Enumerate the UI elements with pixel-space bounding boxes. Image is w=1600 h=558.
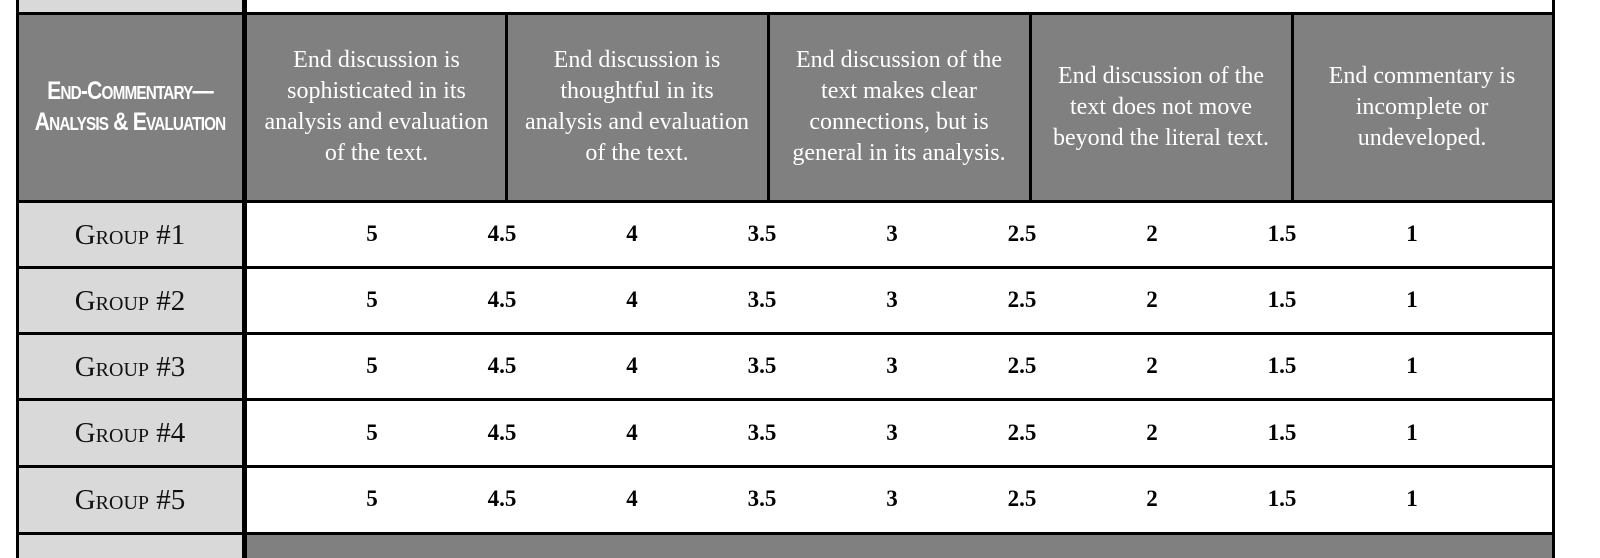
row-border: [18, 398, 1554, 401]
group-label: Group #1: [18, 202, 242, 268]
column-divider: [1291, 14, 1294, 200]
score: 1: [1406, 221, 1418, 246]
header-label: End-Commentary—Analysis & Evaluation: [34, 77, 227, 136]
header-cell: [247, 14, 506, 200]
label-separator: [242, 0, 247, 558]
descriptor: End commentary is incomplete or undevelo…: [1328, 62, 1516, 151]
score: 3: [886, 486, 898, 511]
descriptor: End discussion of the text does not move…: [1053, 62, 1269, 151]
score: 4.5: [487, 486, 517, 511]
row-border: [18, 266, 1554, 269]
score: 1.5: [1267, 419, 1297, 445]
score: 2.5: [1007, 221, 1037, 246]
score: 3: [886, 353, 898, 378]
score: 5: [366, 353, 378, 378]
score: 5: [366, 419, 378, 445]
score: 2.5: [1007, 419, 1037, 445]
right-border: [1552, 0, 1555, 558]
score: 2: [1146, 221, 1158, 246]
score: 4.5: [487, 287, 517, 312]
header-label-bg: [18, 14, 242, 200]
row-border: [18, 532, 1554, 535]
row-border: [18, 332, 1554, 335]
group-label: Group #2: [18, 268, 242, 334]
score: 1.5: [1267, 287, 1297, 312]
score: 4.5: [487, 353, 517, 378]
score: 4.5: [487, 221, 517, 246]
header-cell: [1030, 14, 1292, 200]
row-border: [18, 465, 1554, 468]
column-divider: [1029, 14, 1032, 200]
score: 4: [626, 221, 638, 246]
score: 4: [626, 353, 638, 378]
column-divider: [767, 14, 770, 200]
score: 2: [1146, 287, 1158, 312]
score: 1: [1406, 486, 1418, 511]
footer-cell: [247, 535, 1552, 558]
label-cell: [18, 0, 242, 12]
score: 3: [886, 419, 898, 445]
group-label: Group #5: [18, 467, 242, 533]
header-cell: [506, 14, 768, 200]
score: 3: [886, 221, 898, 246]
descriptor: End discussion is thoughtful in its anal…: [525, 47, 749, 166]
label-cell: [18, 535, 242, 558]
score: 2: [1146, 486, 1158, 511]
group-label: Group #3: [18, 334, 242, 400]
group-label: Group #4: [18, 400, 242, 467]
row-border: [18, 12, 1554, 15]
header-cell: [768, 14, 1030, 200]
score: 5: [366, 287, 378, 312]
score: 1.5: [1267, 353, 1297, 378]
score: 5: [366, 221, 378, 246]
column-divider: [505, 14, 508, 200]
score: 1.5: [1267, 221, 1297, 246]
score: 4: [626, 419, 638, 445]
score: 1: [1406, 353, 1418, 378]
score: 5: [366, 486, 378, 511]
header-cell: [1292, 14, 1552, 200]
score: 2.5: [1007, 486, 1037, 511]
score: 4.5: [487, 419, 517, 445]
score: 2.5: [1007, 353, 1037, 378]
score: 3.5: [747, 419, 777, 445]
score: 2: [1146, 353, 1158, 378]
score: 3.5: [747, 287, 777, 312]
score: 3.5: [747, 353, 777, 378]
descriptor: End discussion of the text makes clear c…: [792, 47, 1006, 166]
score: 3: [886, 287, 898, 312]
score: 2.5: [1007, 287, 1037, 312]
row-border: [18, 200, 1554, 203]
score: 1: [1406, 287, 1418, 312]
left-border: [16, 0, 19, 558]
score: 1.5: [1267, 486, 1297, 511]
score: 4: [626, 287, 638, 312]
score: 4: [626, 486, 638, 511]
score: 3.5: [747, 221, 777, 246]
score: 2: [1146, 419, 1158, 445]
score: 1: [1406, 419, 1418, 445]
descriptor: End discussion is sophisticated in its a…: [264, 47, 489, 166]
score: 3.5: [747, 486, 777, 511]
